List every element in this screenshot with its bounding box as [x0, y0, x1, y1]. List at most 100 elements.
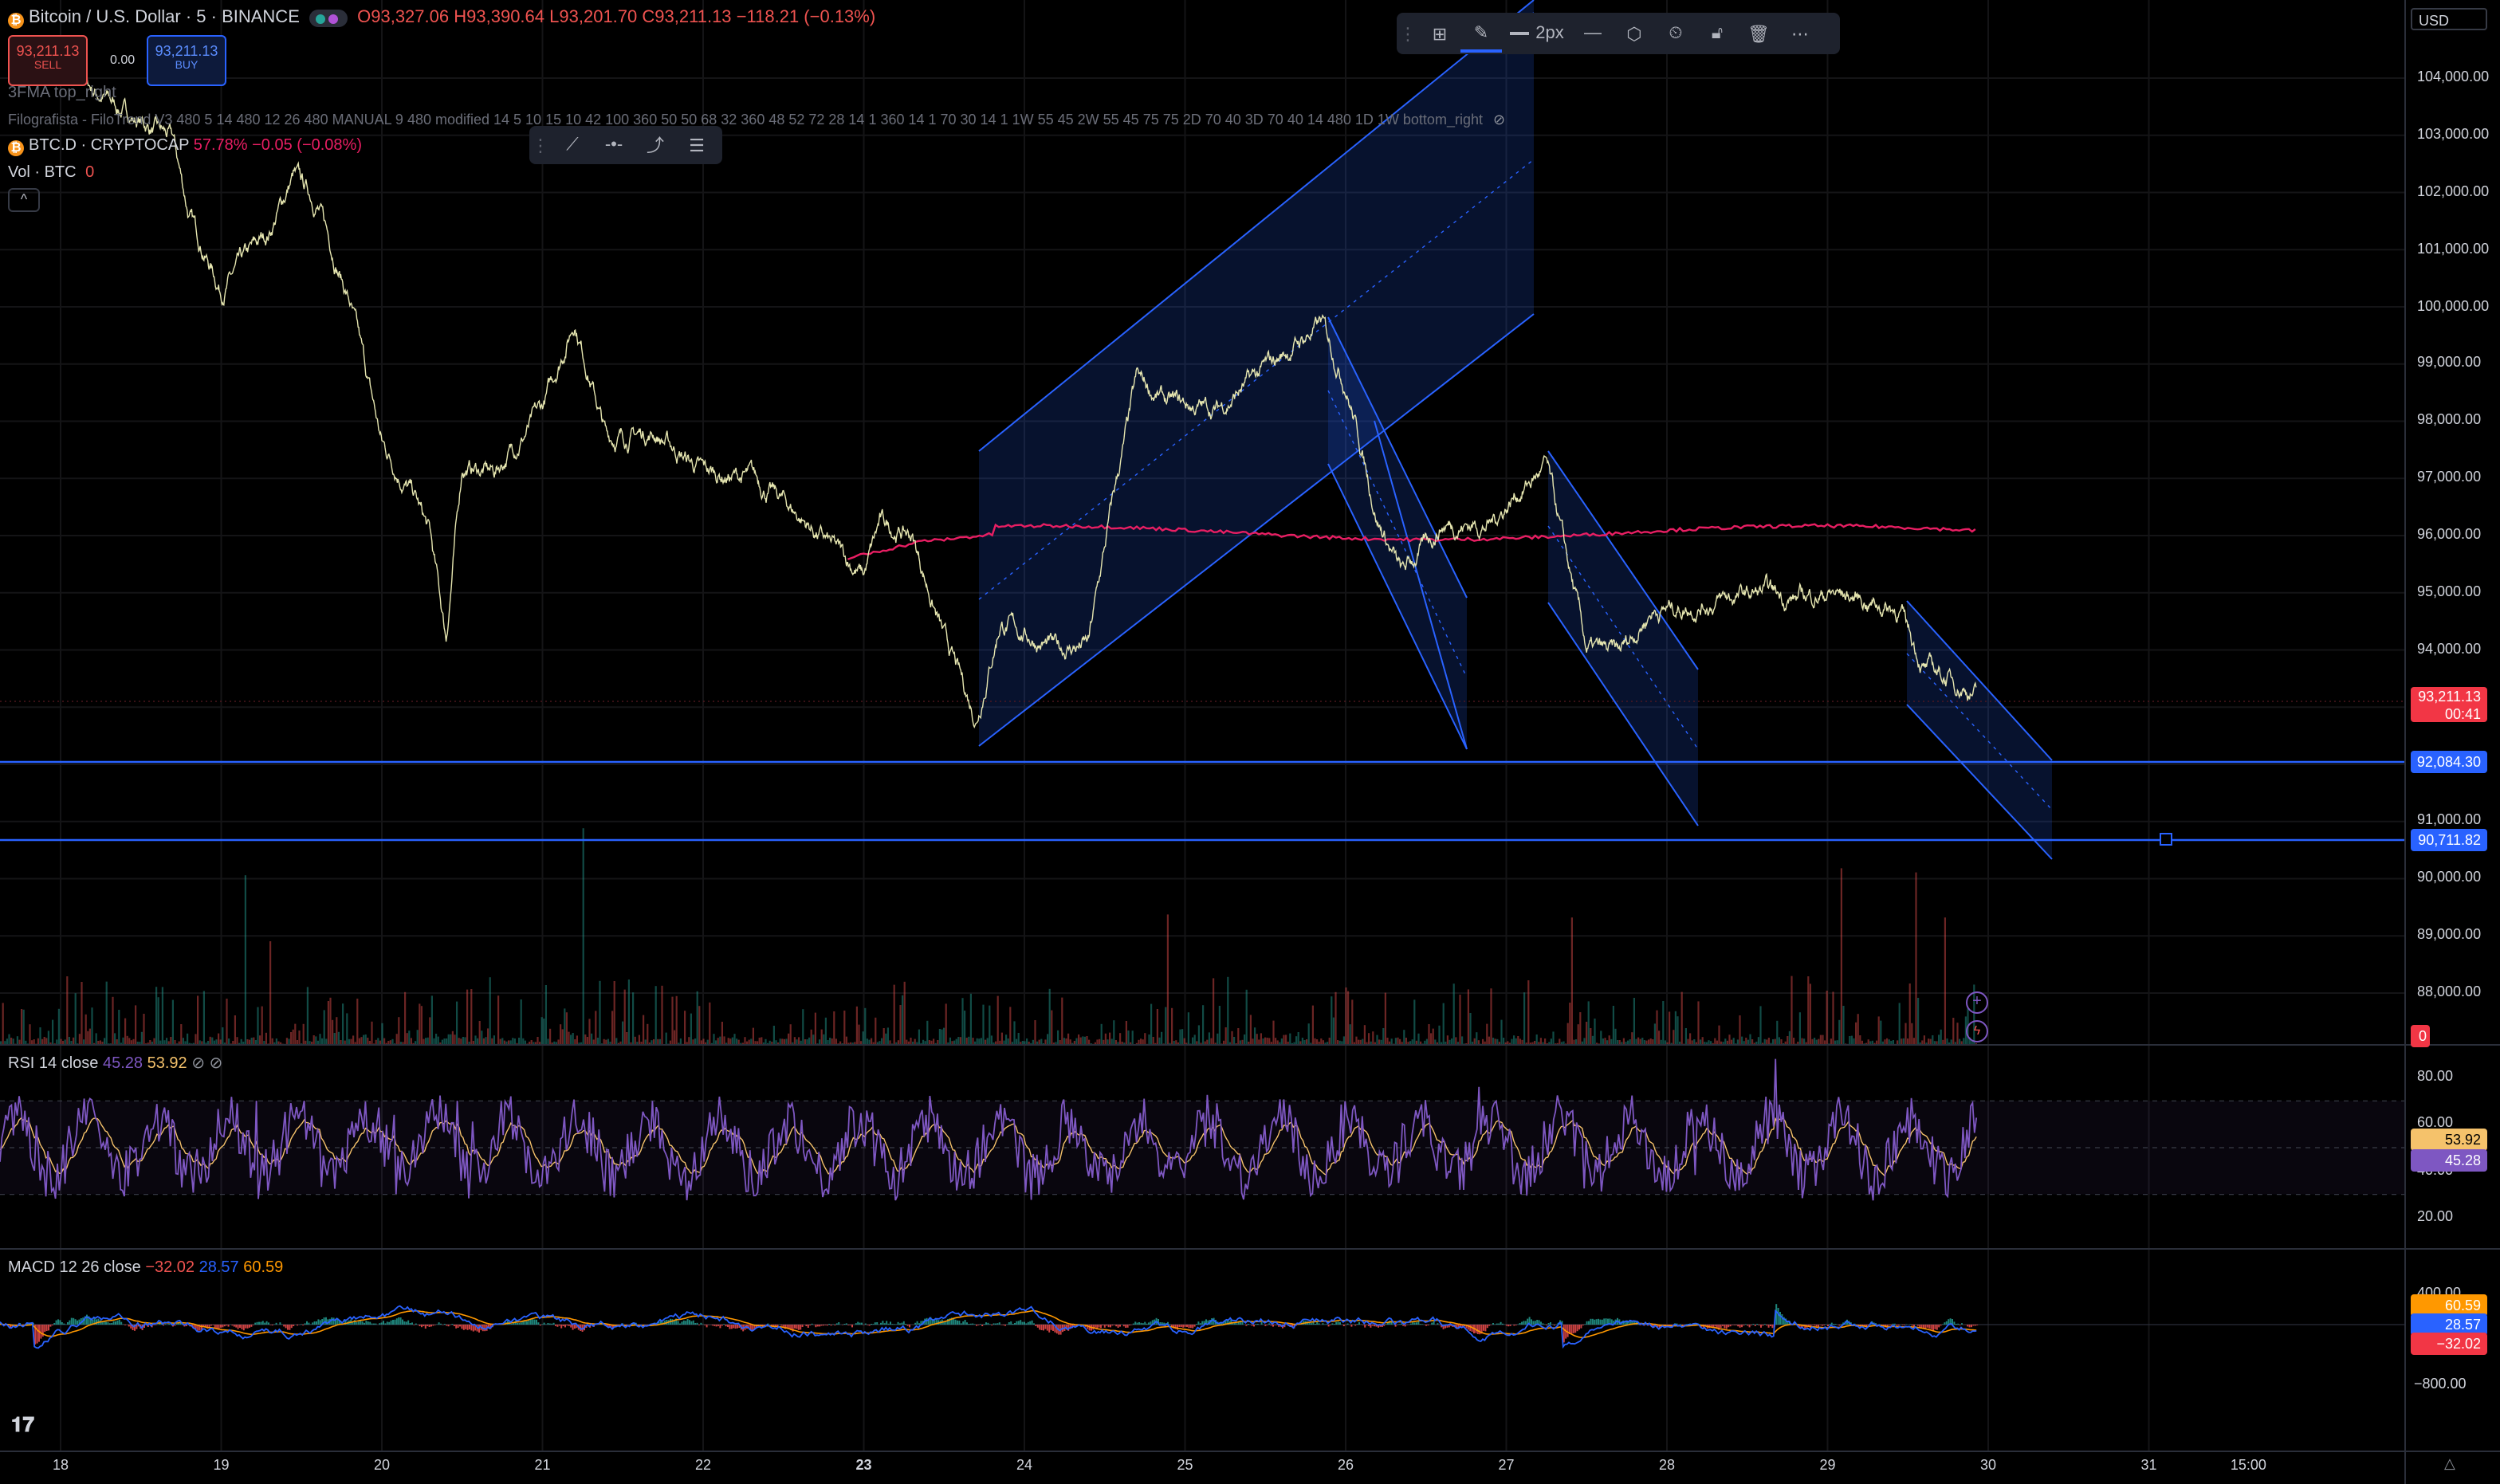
pane-separator[interactable]: [0, 1248, 2500, 1250]
volume-bar: [1535, 1034, 1538, 1044]
volume-bar: [37, 1038, 39, 1044]
volume-bar: [1693, 1039, 1696, 1044]
drawing-toolbar[interactable]: ⋮ ⊞ ✎ 2px — ⬡ ⏲ 🔓︎ 🗑︎ ⋯: [1397, 13, 1840, 54]
alert-icon[interactable]: ⏲: [1669, 23, 1683, 42]
macd-histogram-bar: [987, 1322, 989, 1325]
volume-bar: [1311, 1005, 1314, 1044]
horizontal-ray-icon[interactable]: -•-: [604, 135, 623, 155]
pencil-icon[interactable]: ✎: [1460, 14, 1502, 53]
volume-bar: [1239, 1040, 1241, 1044]
volume-bar: [1394, 1038, 1397, 1044]
lock-icon[interactable]: 🔓︎: [1711, 23, 1724, 42]
volume-bar: [793, 1037, 796, 1044]
template-icon[interactable]: ⊞: [1432, 25, 1448, 44]
volume-bar: [337, 1031, 340, 1044]
macd-histogram-bar: [995, 1323, 996, 1325]
volume-bar: [1610, 1038, 1613, 1044]
volume-bar: [609, 1042, 611, 1044]
macd-histogram-bar: [1595, 1319, 1598, 1325]
sell-button[interactable]: 93,211.13 SELL: [8, 35, 88, 86]
collapse-legend-button[interactable]: ^: [8, 188, 40, 212]
line-width-button[interactable]: 2px: [1502, 14, 1572, 53]
pane-separator[interactable]: [0, 1044, 2500, 1046]
volume-bar: [1828, 1043, 1830, 1044]
macd-histogram-bar: [365, 1321, 368, 1325]
macd-histogram-bar: [1189, 1325, 1192, 1329]
drag-handle-icon[interactable]: ⋮: [532, 136, 549, 155]
line-tools-toolbar[interactable]: ⋮ ⟋ -•- ⤴ ☰: [529, 126, 722, 164]
macd-histogram-bar: [1542, 1323, 1544, 1325]
hidden-eye-icon[interactable]: ⊘ ⊘: [191, 1055, 223, 1073]
macd-histogram-bar: [304, 1323, 306, 1325]
macd-histogram-value: −32.02: [145, 1259, 195, 1277]
macd-histogram-bar: [1878, 1324, 1881, 1325]
trash-icon[interactable]: 🗑︎: [1747, 25, 1770, 44]
btcd-legend[interactable]: ₿ BTC.D · CRYPTOCAP 57.78% −0.05 (−0.08%): [8, 135, 362, 156]
macd-histogram-bar: [960, 1323, 962, 1325]
macd-histogram-bar: [395, 1318, 398, 1325]
macd-histogram-bar: [316, 1321, 317, 1325]
volume-bar: [1472, 1042, 1474, 1044]
more-icon[interactable]: ⋯: [1791, 25, 1809, 44]
macd-histogram-bar: [788, 1325, 790, 1329]
price-axis-label: 99,000.00: [2417, 354, 2482, 371]
volume-bar: [953, 1040, 956, 1044]
macd-histogram-bar: [816, 1325, 819, 1327]
settings-icon[interactable]: ⬡: [1626, 25, 1642, 44]
volume-bar: [1044, 1039, 1047, 1044]
add-alert-icon[interactable]: +: [1966, 991, 1988, 1014]
volume-bar: [145, 1043, 147, 1044]
macd-histogram-bar: [1033, 1323, 1035, 1325]
hidden-eye-icon[interactable]: ⊘: [1493, 112, 1506, 128]
lightning-icon[interactable]: ϟ: [1966, 1020, 1988, 1042]
macd-histogram-bar: [77, 1320, 78, 1325]
macd-histogram-bar: [428, 1325, 430, 1327]
macd-histogram-bar: [44, 1325, 46, 1333]
volume-bar: [1021, 1041, 1024, 1044]
symbol-title[interactable]: Bitcoin / U.S. Dollar · 5 · BINANCE: [29, 8, 300, 27]
macd-histogram-bar: [69, 1320, 71, 1325]
trend-line-icon[interactable]: ⟋: [566, 135, 579, 154]
buy-button[interactable]: 93,211.13 BUY: [147, 35, 226, 86]
volume-bar: [499, 1038, 501, 1044]
volume-legend[interactable]: Vol · BTC 0: [8, 163, 94, 183]
filotrend-legend[interactable]: Filografista - FiloTrend V3 480 5 14 480…: [8, 110, 1505, 131]
price-chart[interactable]: [0, 0, 2404, 1484]
volume-bar: [875, 1017, 877, 1044]
rsi-legend[interactable]: RSI 14 close 45.28 53.92 ⊘ ⊘: [8, 1054, 222, 1074]
macd-histogram-bar: [1657, 1325, 1659, 1327]
volume-bar: [906, 1039, 908, 1044]
macd-histogram-bar: [1027, 1321, 1029, 1325]
volume-bar: [244, 875, 246, 1044]
macd-histogram-bar: [1278, 1325, 1280, 1327]
volume-bar: [1144, 1033, 1146, 1044]
ohlc-low: L93,201.70: [549, 8, 638, 27]
macd-legend[interactable]: MACD 12 26 close −32.02 28.57 60.59: [8, 1258, 283, 1278]
volume-bar: [1523, 992, 1526, 1044]
eye-icon[interactable]: [309, 10, 348, 27]
macd-histogram-bar: [528, 1320, 530, 1325]
drag-handle-icon[interactable]: ⋮: [1399, 25, 1417, 44]
macd-histogram-bar: [321, 1319, 324, 1325]
line-style-icon[interactable]: —: [1584, 24, 1602, 43]
macd-histogram-bar: [529, 1319, 532, 1325]
auto-scale-icon[interactable]: △: [2444, 1455, 2455, 1471]
currency-button[interactable]: USD: [2411, 8, 2487, 30]
macd-histogram-bar: [517, 1323, 518, 1325]
lines-menu-icon[interactable]: ☰: [689, 136, 705, 155]
ma-legend[interactable]: 3FMA top_right: [8, 84, 116, 102]
tradingview-logo[interactable]: 𝟏𝟕: [11, 1414, 34, 1438]
volume-bar: [410, 1038, 412, 1044]
volume-bar: [644, 1039, 647, 1044]
macd-histogram-bar: [541, 1324, 544, 1325]
path-icon[interactable]: ⤴: [647, 137, 664, 156]
volume-bar: [426, 1037, 429, 1044]
macd-histogram-bar: [610, 1325, 612, 1327]
volume-bar: [358, 1038, 360, 1044]
volume-bar: [1386, 1038, 1389, 1044]
macd-histogram-bar: [239, 1325, 241, 1328]
volume-bar: [993, 1042, 995, 1044]
volume-bar: [187, 1033, 189, 1044]
volume-bar: [733, 1034, 736, 1044]
macd-histogram-bar: [1924, 1325, 1927, 1329]
